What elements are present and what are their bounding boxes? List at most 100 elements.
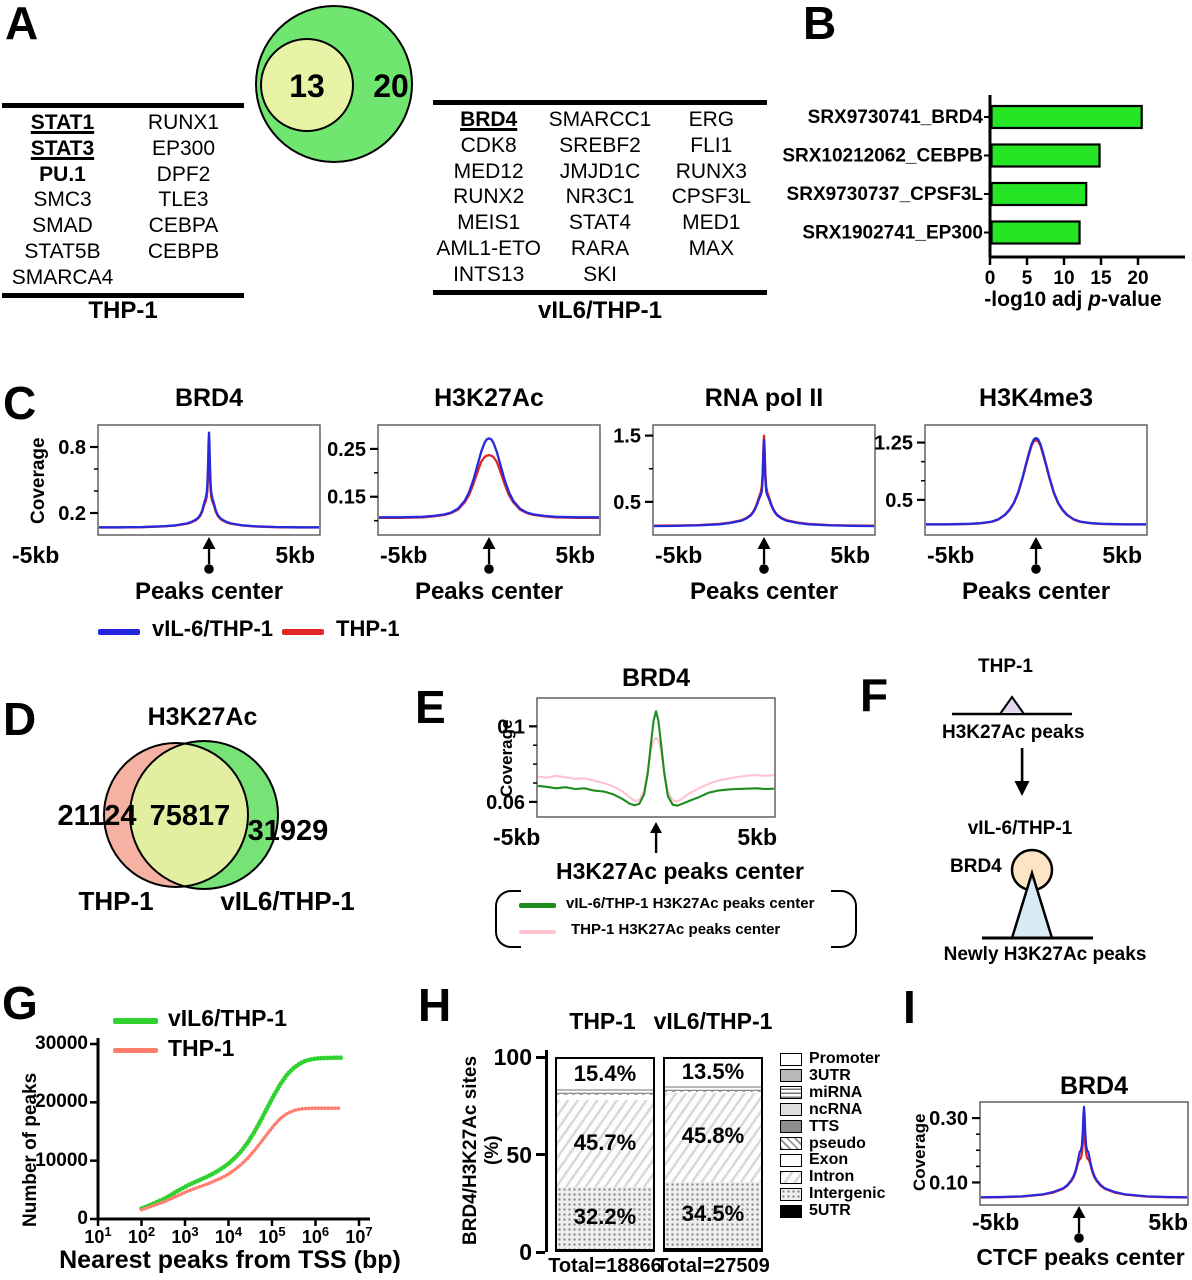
gene-name: STAT5B bbox=[24, 239, 101, 263]
h-legend-item: 3UTR bbox=[780, 1067, 851, 1085]
enrichment-bar bbox=[990, 181, 1088, 207]
g-series-vil6-thp-1 bbox=[139, 1055, 344, 1211]
c-plot-title-2: RNA pol II bbox=[704, 384, 824, 412]
gene-name: MAX bbox=[688, 236, 735, 260]
g-y-tick-label: 20000 bbox=[35, 1091, 88, 1113]
venn-overlap-count: 75817 bbox=[150, 800, 231, 832]
peak-center-arrow-icon bbox=[757, 537, 771, 574]
h-legend-item: miRNA bbox=[780, 1084, 862, 1102]
d-left-label: THP-1 bbox=[78, 886, 154, 916]
series-line-thp-1 bbox=[99, 461, 319, 529]
thp1-tf-table: STAT1 STAT3 PU.1 SMC3 SMAD STAT5B SMARCA4 RUNX1… bbox=[2, 103, 244, 298]
segment-intron bbox=[665, 1092, 761, 1182]
c-profile-plot-2: 1.5 0.5 bbox=[613, 424, 876, 536]
gene-name: STAT4 bbox=[568, 211, 632, 235]
h-legend-item: Intron bbox=[780, 1168, 854, 1186]
segment-percent-label: 32.2% bbox=[573, 1203, 637, 1229]
gene-column: BRD4 CDK8 MED12 RUNX2 MEIS1 AML1-ETO INTS13 bbox=[433, 107, 544, 288]
segment-promoter bbox=[557, 1060, 653, 1090]
legend-label-g-thp1: THP-1 bbox=[168, 1035, 235, 1061]
y-tick-label: 0.5 bbox=[613, 492, 641, 514]
gene-name: CEBPB bbox=[147, 239, 220, 263]
gene-name: AML1-ETO bbox=[436, 236, 541, 260]
h-bar1-total: Total=18866 bbox=[548, 1255, 662, 1277]
gene-name: RUNX2 bbox=[453, 185, 525, 209]
y-tick-label: 0.5 bbox=[885, 490, 913, 512]
h-legend-item: 5UTR bbox=[780, 1202, 851, 1220]
panel-a-venn-diagram: 13 20 bbox=[255, 5, 413, 163]
segment-ncrna bbox=[557, 1091, 653, 1093]
y-tick-label: 0.8 bbox=[58, 437, 86, 459]
legend-line-vil6-icon bbox=[98, 629, 140, 635]
legend-line-vil6-h3k27ac-icon bbox=[519, 903, 556, 908]
f-newly-peaks-label: Newly H3K27Ac peaks bbox=[943, 944, 1147, 965]
venn-inner-count: 13 bbox=[289, 68, 325, 104]
peak-center-arrow-icon bbox=[1029, 537, 1043, 574]
g-x-tick-label: 103 bbox=[171, 1224, 199, 1247]
gene-column: SMARCC1 SREBF2 JMJD1C NR3C1 STAT4 RARA SKI bbox=[544, 107, 655, 288]
f-brd4-label: BRD4 bbox=[950, 856, 1002, 877]
gene-name: MED12 bbox=[453, 159, 524, 183]
h-bar2-total: Total=27509 bbox=[656, 1255, 770, 1277]
y-tick-label: 0.25 bbox=[327, 439, 366, 461]
gene-name: MEIS1 bbox=[457, 211, 521, 235]
e-xright-label: 5kb bbox=[737, 824, 777, 850]
series-line-vil-6-thp-1 bbox=[981, 1105, 1187, 1199]
venn-right-count: 31929 bbox=[248, 815, 329, 847]
gene-name: SREBF2 bbox=[559, 133, 641, 157]
legend-label-vil6-h3k27ac: vIL-6/THP-1 H3K27Ac peaks center bbox=[566, 895, 815, 912]
f-thp1-label: THP-1 bbox=[978, 656, 1033, 677]
thp1-table-caption: THP-1 bbox=[88, 297, 158, 324]
gene-name: CPSF3L bbox=[671, 185, 751, 209]
b-x-tick-label: 0 bbox=[985, 268, 996, 289]
c-plot-title-0: BRD4 bbox=[174, 384, 244, 412]
panel-label-b: B bbox=[803, 0, 837, 49]
gene-name: MED1 bbox=[682, 211, 741, 235]
gene-name: STAT1 bbox=[30, 111, 95, 134]
small-peak-triangle bbox=[998, 695, 1026, 715]
h-legend-item: TTS bbox=[780, 1118, 839, 1136]
legend-line-thp1-icon bbox=[282, 629, 324, 635]
h-legend-label: miRNA bbox=[809, 1083, 863, 1101]
h-legend-label: Exon bbox=[809, 1151, 849, 1169]
h-legend-swatch-icon bbox=[780, 1170, 802, 1184]
y-tick-label: 0.2 bbox=[58, 503, 86, 525]
f-vil6-label: vIL-6/THP-1 bbox=[967, 818, 1073, 839]
gene-name: SMAD bbox=[32, 214, 93, 238]
h-legend-swatch-icon bbox=[780, 1052, 802, 1066]
enrichment-bar bbox=[990, 104, 1143, 130]
segment-intergenic bbox=[557, 1187, 653, 1249]
i-title: BRD4 bbox=[1059, 1072, 1129, 1100]
h-y-tick-label: 50 bbox=[506, 1141, 532, 1168]
legend-label-thp1-h3k27ac: THP-1 H3K27Ac peaks center bbox=[571, 921, 781, 938]
c-xaxis-title: Peaks center bbox=[414, 578, 564, 605]
c-xright-label: 5kb bbox=[1102, 542, 1142, 568]
g-x-tick-label: 104 bbox=[214, 1224, 243, 1247]
venn-outer-count: 20 bbox=[373, 68, 409, 104]
gene-name: RUNX1 bbox=[147, 111, 220, 134]
vil6-thp1-table-caption: vIL6/THP-1 bbox=[537, 297, 663, 324]
gene-name: CEBPA bbox=[148, 214, 219, 238]
peak-center-arrow-icon bbox=[1072, 1206, 1086, 1243]
venn-left-count: 21124 bbox=[57, 800, 136, 832]
panel-label-d: D bbox=[3, 693, 37, 745]
f-h3k27ac-peaks-label: H3K27Ac peaks bbox=[942, 722, 1085, 743]
series-line-vil-6-thp-1 bbox=[654, 439, 874, 528]
panel-d-venn-diagram: 21124 75817 31929 bbox=[57, 740, 329, 890]
h-legend-item: Intergenic bbox=[780, 1185, 885, 1203]
gene-name: RUNX3 bbox=[675, 159, 747, 183]
h-bar2-title: vIL6/THP-1 bbox=[653, 1008, 773, 1034]
g-series-thp-1 bbox=[139, 1106, 344, 1212]
c-xright-label: 5kb bbox=[830, 542, 870, 568]
g-x-tick-label: 102 bbox=[127, 1224, 156, 1247]
y-tick-label: 0.10 bbox=[929, 1172, 968, 1194]
series-line-vil-6-thp-1 bbox=[379, 437, 599, 519]
c-xaxis-title: Peaks center bbox=[961, 578, 1111, 605]
g-plot-svg bbox=[90, 1038, 370, 1226]
c-profile-plot-3: 1.25 0.5 bbox=[874, 424, 1148, 536]
gene-name: TLE3 bbox=[158, 188, 209, 212]
segment-tts bbox=[665, 1089, 761, 1091]
h-legend-swatch-icon bbox=[780, 1137, 802, 1150]
d-right-label: vIL6/THP-1 bbox=[220, 886, 355, 916]
series-line-thp-1 bbox=[379, 453, 599, 519]
